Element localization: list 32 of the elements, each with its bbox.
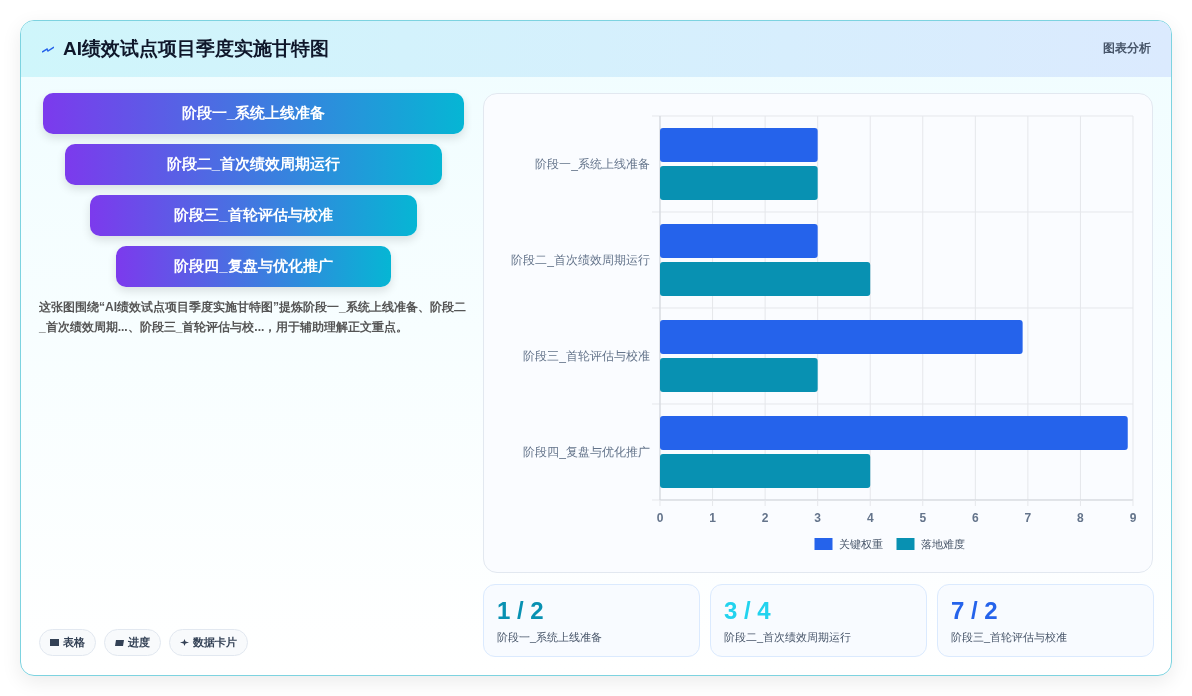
y-tick-label: 阶段一_系统上线准备 [535,157,650,171]
x-tick-label: 7 [1024,511,1032,525]
category-label: 阶段三_首轮评估与校准 [174,206,333,223]
x-tick-label: 6 [971,511,979,525]
x-tick-label: 0 [656,511,664,525]
text: 数据卡片 [193,635,237,650]
text: 这张图围绕“AI绩效试点项目季度实施甘特图”提炼阶段一_系统上线准备、阶段二_首次绩效周期...、阶段三_首轮评估与校...，用于辅助理解正文重点。 [39,299,467,336]
text: 7 / 2 [951,597,998,625]
text: AI绩效试点项目季度实施甘特图 [63,37,329,61]
x-tick-label: 4 [866,511,874,525]
category-label: 阶段四_复盘与优化推广 [174,257,333,274]
legend-label: 落地难度 [920,538,965,550]
y-tick-label: 阶段二_首次绩效周期运行 [511,253,650,267]
x-tick-label: 1 [709,511,717,525]
category-label: 阶段三_首轮评估与校准 [951,631,1068,643]
x-tick-label: 8 [1077,511,1085,525]
text: 图表分析 [1103,40,1151,57]
x-tick-label: 5 [919,511,927,525]
y-tick-label: 阶段三_首轮评估与校准 [523,349,650,363]
text: 1 / 2 [497,597,544,625]
text: 进度 [128,635,150,650]
x-tick-label: 3 [814,511,822,525]
y-tick-label: 阶段四_复盘与优化推广 [523,445,650,459]
category-label: 阶段二_首次绩效周期运行 [166,155,341,172]
x-tick-label: 2 [761,511,769,525]
text: 表格 [63,635,85,650]
text: 3 / 4 [724,597,771,625]
legend-label: 关键权重 [838,538,883,550]
x-tick-label: 9 [1129,511,1137,525]
category-label: 阶段一_系统上线准备 [497,631,603,643]
category-label: 阶段一_系统上线准备 [181,104,326,121]
category-label: 阶段二_首次绩效周期运行 [724,631,852,643]
